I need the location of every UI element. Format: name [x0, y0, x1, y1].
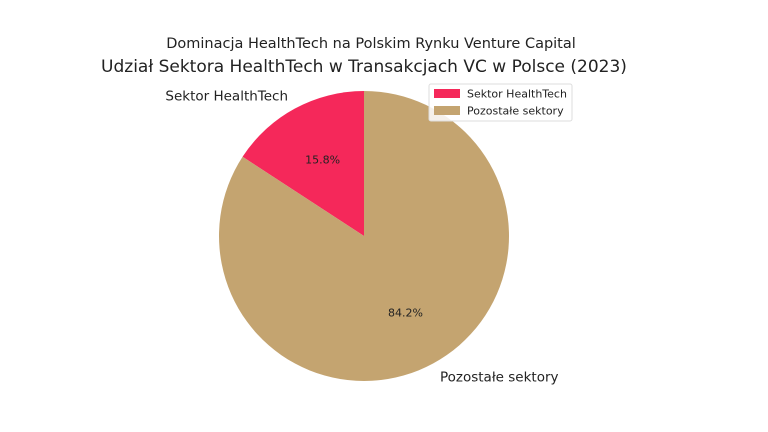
legend-swatch-other	[434, 106, 460, 115]
legend: Sektor HealthTech Pozostałe sektory	[428, 83, 573, 122]
pie-value-label: 15.8%	[305, 153, 340, 166]
legend-frame	[428, 83, 573, 122]
pie-category-label: Sektor HealthTech	[165, 89, 288, 105]
pie-labels: 15.8% Sektor HealthTech 84.2% Pozostałe sek…	[165, 89, 558, 386]
legend-swatch-healthtech	[434, 89, 460, 98]
pie-slices	[219, 91, 510, 382]
pie-slice-healthtech	[242, 91, 364, 236]
pie-category-label: Pozostałe sektory	[440, 369, 559, 385]
legend-label-other: Pozostałe sektory	[467, 105, 564, 118]
chart-title: Udział Sektora HealthTech w Transakcjach…	[101, 57, 627, 77]
chart-suptitle: Dominacja HealthTech na Polskim Rynku Ve…	[166, 36, 576, 52]
pie-slice-other	[219, 91, 510, 382]
legend-label-healthtech: Sektor HealthTech	[467, 88, 567, 101]
pie-value-label: 84.2%	[388, 307, 423, 320]
